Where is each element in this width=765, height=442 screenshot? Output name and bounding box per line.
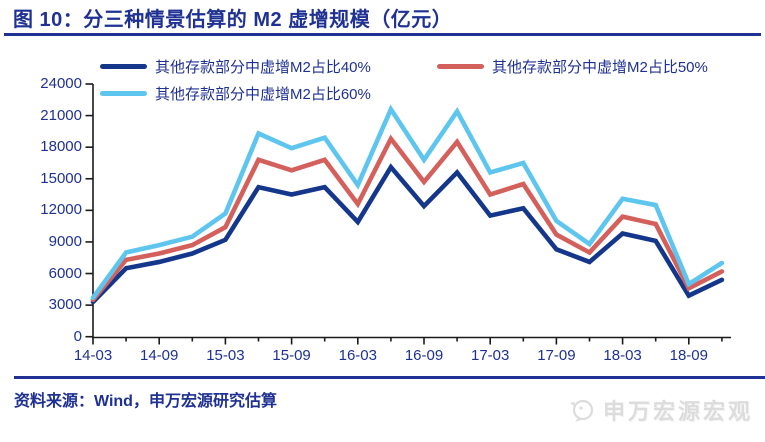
legend-label: 其他存款部分中虚增M2占比40% xyxy=(155,59,371,76)
x-tick-label: 17-03 xyxy=(471,347,510,364)
x-tick-label: 15-09 xyxy=(272,347,311,364)
x-tick-label: 18-03 xyxy=(603,347,642,364)
title-underline xyxy=(4,33,761,36)
figure-title: 图 10：分三种情景估算的 M2 虚增规模（亿元） xyxy=(13,9,453,31)
x-tick-label: 16-09 xyxy=(404,347,444,364)
x-tick-label: 16-03 xyxy=(338,347,377,364)
y-tick-label: 24000 xyxy=(40,75,82,92)
watermark-label: 申万宏源宏观 xyxy=(602,399,753,424)
y-tick-label: 21000 xyxy=(40,106,82,124)
y-tick-label: 0 xyxy=(73,327,82,345)
watermark-logo-icon xyxy=(569,399,594,422)
y-tick-label: 6000 xyxy=(48,264,82,282)
series-line-2 xyxy=(90,104,725,301)
series-line-1 xyxy=(90,134,725,303)
y-tick-label: 18000 xyxy=(40,138,82,156)
x-tick-label: 14-03 xyxy=(73,347,113,364)
legend-swatch xyxy=(437,64,484,69)
legend-label: 其他存款部分中虚增M2占比60% xyxy=(155,86,371,103)
x-tick-label: 17-09 xyxy=(537,347,576,364)
y-tick-label: 9000 xyxy=(48,232,82,250)
legend-label: 其他存款部分中虚增M2占比50% xyxy=(492,59,708,76)
x-tick-label: 14-09 xyxy=(140,347,179,364)
x-tick-label: 18-09 xyxy=(669,347,708,364)
legend-item-2: 其他存款部分中虚增M2占比60% xyxy=(100,83,371,104)
x-tick-label: 15-03 xyxy=(206,347,245,364)
y-tick-label: 3000 xyxy=(48,296,82,314)
legend-item-1: 其他存款部分中虚增M2占比50% xyxy=(437,56,708,77)
source-note: 资料来源：Wind，申万宏源研究估算 xyxy=(14,393,277,410)
legend-swatch xyxy=(100,64,147,69)
y-tick-label: 12000 xyxy=(40,201,82,219)
footer-divider xyxy=(14,376,765,379)
y-tick-label: 15000 xyxy=(40,169,82,187)
watermark: 申万宏源宏观 xyxy=(568,394,753,426)
legend-swatch xyxy=(100,91,147,96)
series-line-0 xyxy=(90,163,725,305)
legend-item-0: 其他存款部分中虚增M2占比40% xyxy=(100,56,371,77)
